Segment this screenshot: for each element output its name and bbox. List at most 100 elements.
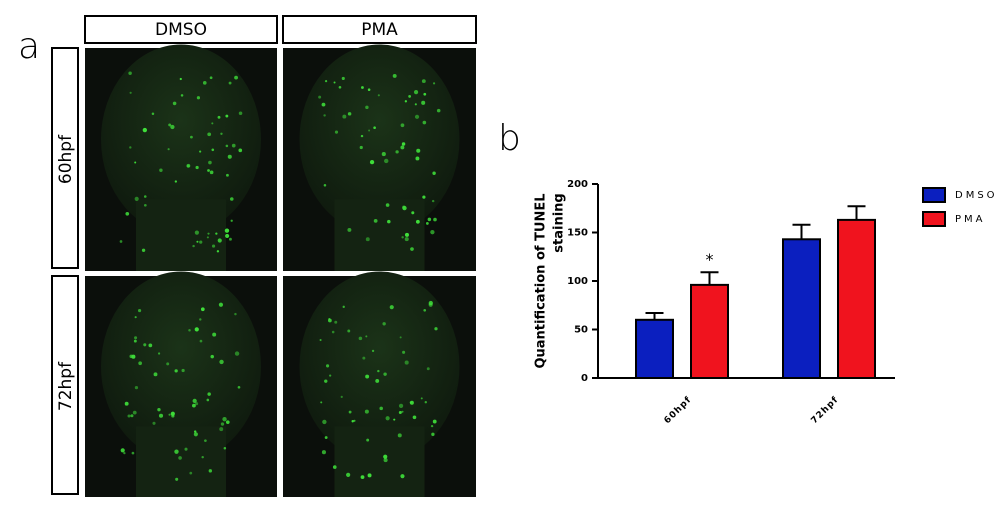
signal-dot [369, 159, 375, 165]
signal-dot [141, 248, 146, 252]
signal-dot [387, 219, 391, 224]
signal-dot [224, 228, 230, 233]
signal-dot [404, 237, 409, 242]
signal-dot [172, 101, 177, 106]
signal-dot [220, 132, 223, 135]
embryo-body [334, 426, 425, 497]
signal-dot [384, 158, 389, 164]
signal-dot [234, 351, 240, 356]
signal-dot [411, 211, 415, 215]
signal-dot [129, 91, 132, 94]
y-axis-label: staining [552, 193, 567, 252]
signal-dot [209, 76, 213, 80]
x-tick-label: 60hpf [663, 395, 694, 426]
signal-dot [359, 145, 363, 150]
signal-dot [199, 240, 203, 244]
signal-dot [415, 156, 420, 161]
signal-dot [227, 154, 232, 159]
y-tick-label: 150 [567, 228, 588, 239]
signal-dot [346, 472, 351, 477]
signal-dot [207, 132, 212, 137]
signal-dot [385, 416, 390, 421]
signal-dot [360, 475, 365, 480]
signal-dot [333, 81, 336, 84]
signal-dot [375, 379, 380, 383]
signal-dot [415, 219, 420, 224]
signal-dot [382, 322, 386, 326]
signal-dot [398, 403, 404, 408]
signal-dot [134, 161, 137, 164]
signal-dot [365, 374, 370, 379]
signal-dot [238, 111, 243, 116]
signal-dot [178, 456, 182, 460]
signal-dot [381, 152, 386, 157]
signal-dot [184, 447, 188, 451]
signal-dot [134, 386, 139, 390]
bar [837, 218, 876, 379]
signal-dot [361, 86, 364, 89]
signal-dot [321, 450, 326, 455]
signal-dot [379, 406, 383, 411]
signal-dot [404, 100, 408, 103]
signal-dot [367, 473, 372, 478]
signal-dot [413, 90, 419, 95]
signal-dot [395, 150, 399, 154]
signal-dot [400, 474, 405, 479]
x-tick-label: 72hpf [810, 395, 841, 426]
signal-dot [410, 247, 414, 251]
signal-dot [347, 329, 351, 333]
signal-dot [401, 142, 406, 146]
signal-dot [431, 432, 435, 437]
signal-dot [215, 232, 218, 235]
signal-dot [409, 400, 414, 405]
signal-dot [426, 367, 430, 371]
legend-label: PMA [955, 214, 986, 225]
signal-dot [166, 362, 170, 366]
signal-dot [218, 302, 224, 307]
signal-dot [416, 148, 421, 153]
signal-dot [217, 115, 221, 119]
signal-dot [196, 240, 199, 243]
signal-dot [404, 232, 409, 237]
signal-dot [432, 419, 437, 424]
signal-dot [195, 165, 199, 170]
embryo-body [136, 426, 226, 497]
signal-dot [364, 409, 369, 414]
signal-dot [342, 114, 347, 119]
signal-dot [180, 94, 184, 97]
signal-dot [234, 312, 237, 316]
signal-dot [373, 126, 376, 129]
signal-dot [225, 144, 229, 148]
signal-dot [225, 233, 230, 239]
signal-dot [318, 95, 322, 99]
signal-dot [425, 222, 429, 225]
signal-dot [167, 148, 170, 151]
signal-dot [199, 318, 202, 321]
signal-dot [123, 452, 126, 455]
signal-dot [334, 130, 339, 134]
signal-dot [321, 102, 326, 107]
signal-dot [436, 108, 441, 113]
signal-dot [377, 94, 380, 97]
signal-dot [341, 76, 345, 81]
signal-dot [430, 230, 435, 235]
signal-dot [202, 81, 207, 85]
signal-dot [158, 413, 164, 418]
signal-dot [348, 410, 352, 414]
signal-dot [230, 197, 234, 201]
column-header: PMA [361, 20, 398, 40]
signal-dot [334, 320, 338, 324]
signal-dot [340, 395, 343, 399]
signal-dot [228, 81, 232, 85]
signal-dot [211, 148, 215, 152]
signal-dot [129, 146, 132, 149]
signal-dot [193, 432, 198, 437]
legend-swatch [922, 187, 946, 203]
panel-label: a [18, 26, 40, 67]
signal-dot [170, 124, 175, 130]
signal-dot [228, 237, 232, 241]
row-header-box [51, 47, 79, 269]
signal-dot [132, 410, 137, 415]
signal-dot [404, 360, 409, 365]
signal-dot [347, 227, 352, 232]
